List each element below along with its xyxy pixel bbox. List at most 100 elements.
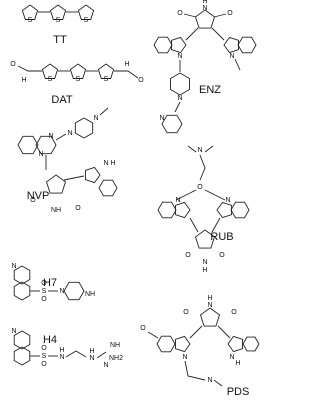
atom-label: N bbox=[89, 355, 94, 362]
bond bbox=[114, 70, 139, 79]
atom-label: NH bbox=[110, 342, 120, 349]
bond-ring bbox=[97, 63, 115, 79]
bond-ring bbox=[17, 135, 39, 155]
bond bbox=[96, 351, 107, 359]
bond-ring bbox=[13, 265, 31, 285]
atom-label: O bbox=[185, 252, 191, 259]
atom-label: NH2 bbox=[109, 355, 123, 362]
atom-label: O bbox=[231, 309, 237, 316]
bond-ring bbox=[242, 336, 260, 352]
bond-ring bbox=[157, 201, 177, 219]
bond-ring bbox=[194, 9, 216, 29]
bond-ring bbox=[170, 72, 190, 96]
bond bbox=[234, 58, 241, 71]
atom-label: N bbox=[59, 354, 64, 361]
atom-label: O bbox=[10, 61, 16, 68]
atom-label: O bbox=[41, 345, 47, 352]
bond-ring bbox=[171, 36, 187, 54]
bond bbox=[189, 217, 199, 233]
bond bbox=[55, 133, 67, 141]
atom-label: O bbox=[30, 197, 36, 204]
atom-label: S bbox=[76, 76, 81, 83]
atom-label: N bbox=[103, 362, 108, 369]
bond-ring bbox=[74, 117, 94, 139]
compound-label: DAT bbox=[51, 94, 72, 106]
atom-label: N bbox=[67, 130, 72, 137]
bond-ring bbox=[45, 174, 67, 194]
atom-label: H bbox=[89, 348, 94, 355]
bond bbox=[175, 189, 197, 201]
bond-ring bbox=[216, 201, 232, 219]
atom-label: N bbox=[38, 151, 43, 158]
atom-label: N bbox=[202, 259, 207, 266]
atom-label: O bbox=[75, 205, 81, 212]
bond-ring bbox=[98, 179, 118, 197]
atom-label: N bbox=[197, 147, 202, 154]
atom-label: S bbox=[28, 17, 33, 24]
atom-label: NH bbox=[51, 207, 61, 214]
bond-ring bbox=[161, 114, 183, 134]
bond-ring bbox=[77, 4, 95, 20]
atom-label: H bbox=[202, 267, 207, 274]
atom-label: O bbox=[41, 361, 47, 368]
atom-label: H bbox=[124, 61, 129, 68]
atom-label: N bbox=[229, 354, 234, 361]
bond-ring bbox=[13, 346, 31, 366]
bond-ring bbox=[13, 330, 31, 350]
atom-label: N bbox=[202, 5, 207, 12]
atom-label: H bbox=[207, 295, 212, 302]
bond bbox=[213, 13, 227, 18]
bond-ring bbox=[21, 4, 39, 20]
atom-label: N bbox=[229, 53, 234, 60]
bond-ring bbox=[69, 63, 87, 79]
atom-label: H bbox=[21, 77, 26, 84]
bond-ring bbox=[194, 229, 216, 249]
atom-label: N bbox=[177, 95, 182, 102]
atom-label: S bbox=[42, 353, 47, 360]
atom-label: O bbox=[140, 325, 146, 332]
atom-label: O bbox=[138, 77, 144, 84]
compound-label: H4 bbox=[43, 334, 57, 346]
bond-ring bbox=[41, 63, 59, 79]
atom-label: N bbox=[207, 377, 212, 384]
bond-ring bbox=[35, 135, 57, 155]
atom-label: S bbox=[56, 17, 61, 24]
bond-ring bbox=[227, 335, 243, 353]
bond-ring bbox=[63, 281, 85, 301]
atom-label: N bbox=[93, 115, 98, 122]
bond bbox=[65, 350, 87, 358]
bond bbox=[184, 360, 206, 381]
bond bbox=[63, 175, 85, 181]
atom-label: N bbox=[11, 263, 16, 270]
compound-label: H7 bbox=[43, 277, 57, 289]
atom-label: H bbox=[59, 347, 64, 354]
atom-label: N bbox=[207, 302, 212, 309]
atom-label: O bbox=[183, 309, 189, 316]
atom-label: S bbox=[48, 76, 53, 83]
atom-label: S bbox=[104, 76, 109, 83]
compound-label: RUB bbox=[210, 231, 233, 243]
bond bbox=[204, 145, 214, 153]
bond-ring bbox=[156, 335, 176, 353]
atom-label: N bbox=[159, 115, 164, 122]
bond-ring bbox=[175, 335, 191, 353]
bond-ring bbox=[199, 307, 221, 327]
bond-ring bbox=[237, 36, 257, 54]
atom-label: O bbox=[197, 184, 203, 191]
bond-ring bbox=[223, 36, 239, 54]
atom-label: N bbox=[177, 53, 182, 60]
atom-label: O bbox=[41, 280, 47, 287]
compound-label: ENZ bbox=[199, 84, 221, 96]
bond bbox=[17, 65, 42, 72]
atom-label: N bbox=[103, 160, 108, 167]
bond-ring bbox=[85, 166, 101, 184]
bond bbox=[199, 154, 206, 181]
atom-label: O bbox=[219, 252, 225, 259]
bond bbox=[189, 325, 203, 339]
atom-label: O bbox=[227, 10, 233, 17]
atom-label: N bbox=[11, 328, 16, 335]
bond-ring bbox=[175, 201, 191, 219]
bond bbox=[185, 27, 199, 41]
compound-label: NVP bbox=[27, 190, 50, 202]
